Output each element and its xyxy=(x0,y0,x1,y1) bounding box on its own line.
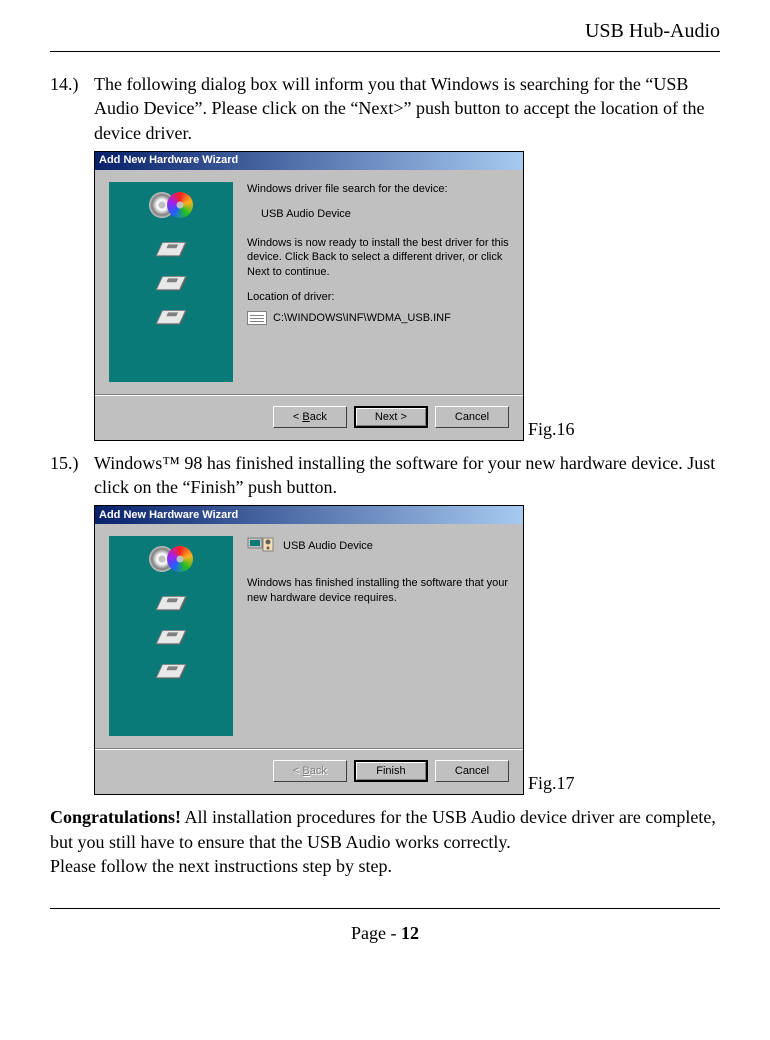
step-15: 15.) Windows™ 98 has finished installing… xyxy=(50,451,720,500)
dialog-fig17: Add New Hardware Wizard xyxy=(94,505,524,795)
dialog-titlebar: Add New Hardware Wizard xyxy=(95,152,523,170)
step-number: 15.) xyxy=(50,451,94,500)
step-text: The following dialog box will inform you… xyxy=(94,72,720,145)
step-text: Windows™ 98 has finished installing the … xyxy=(94,451,720,500)
wizard-side-graphic xyxy=(109,182,233,382)
cancel-button[interactable]: Cancel xyxy=(435,406,509,428)
footer-prefix: Page - xyxy=(351,923,401,943)
congrats-line2: Please follow the next instructions step… xyxy=(50,856,392,876)
wizard-side-graphic xyxy=(109,536,233,736)
dialog-device-name: USB Audio Device xyxy=(261,207,509,222)
figure-label: Fig.17 xyxy=(528,771,575,795)
dialog-location-label: Location of driver: xyxy=(247,290,509,305)
next-button[interactable]: Next > xyxy=(354,406,428,428)
figure-label: Fig.16 xyxy=(528,417,575,441)
dialog-location-path: C:\WINDOWS\INF\WDMA_USB.INF xyxy=(273,311,451,326)
congrats-bold: Congratulations! xyxy=(50,807,181,827)
dialog-titlebar: Add New Hardware Wizard xyxy=(95,506,523,524)
dialog-text-line1: Windows driver file search for the devic… xyxy=(247,182,509,197)
dialog-text-line2: Windows is now ready to install the best… xyxy=(247,236,509,281)
congratulations-paragraph: Congratulations! All installation proced… xyxy=(50,805,720,878)
back-button: < Back xyxy=(273,760,347,782)
finish-button[interactable]: Finish xyxy=(354,760,428,782)
document-icon xyxy=(247,311,267,325)
page-header: USB Hub-Audio xyxy=(50,20,720,51)
dialog-text-line: Windows has finished installing the soft… xyxy=(247,576,509,606)
back-button[interactable]: < Back xyxy=(273,406,347,428)
device-icon xyxy=(247,536,275,556)
footer-page-number: 12 xyxy=(401,923,419,943)
step-14: 14.) The following dialog box will infor… xyxy=(50,72,720,145)
dialog-device-name: USB Audio Device xyxy=(283,539,373,554)
dialog-fig16: Add New Hardware Wizard xyxy=(94,151,524,441)
cancel-button[interactable]: Cancel xyxy=(435,760,509,782)
page-footer: Page - 12 xyxy=(50,909,720,944)
step-number: 14.) xyxy=(50,72,94,145)
